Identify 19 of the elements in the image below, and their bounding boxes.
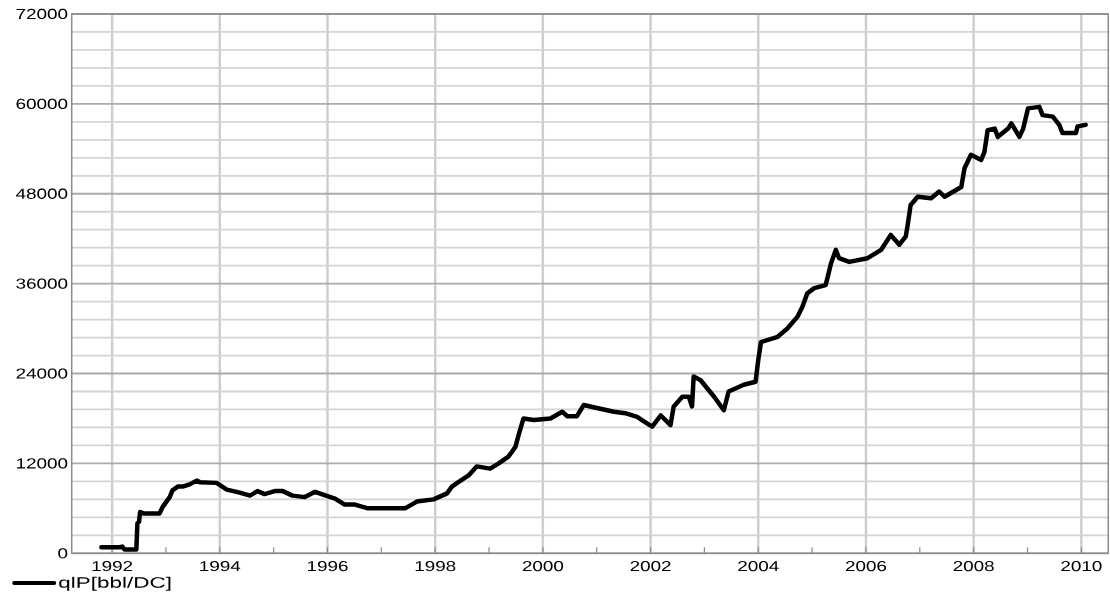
x-tick-label: 2006: [845, 560, 887, 572]
y-tick-label: 0: [58, 548, 68, 559]
y-tick-label: 36000: [16, 278, 68, 289]
x-tick-label: 2010: [1061, 560, 1102, 572]
legend-label: qlP[bbl/DC]: [59, 576, 171, 591]
y-tick-label: 48000: [16, 188, 68, 199]
x-tick-label: 2004: [738, 560, 779, 572]
y-tick-label: 72000: [16, 8, 68, 20]
x-tick-label: 1998: [415, 560, 456, 572]
x-tick-label: 1996: [307, 560, 348, 572]
line-series: [99, 104, 1088, 552]
x-tick-label: 2008: [953, 560, 994, 572]
y-tick-label: 24000: [16, 368, 68, 379]
x-tick-label: 2002: [630, 560, 671, 572]
x-tick-label: 2000: [522, 560, 564, 572]
y-tick-label: 60000: [16, 98, 68, 110]
x-tick-label: 1992: [92, 560, 133, 572]
y-tick-label: 12000: [17, 458, 68, 469]
x-tick-label: 1994: [200, 560, 241, 572]
